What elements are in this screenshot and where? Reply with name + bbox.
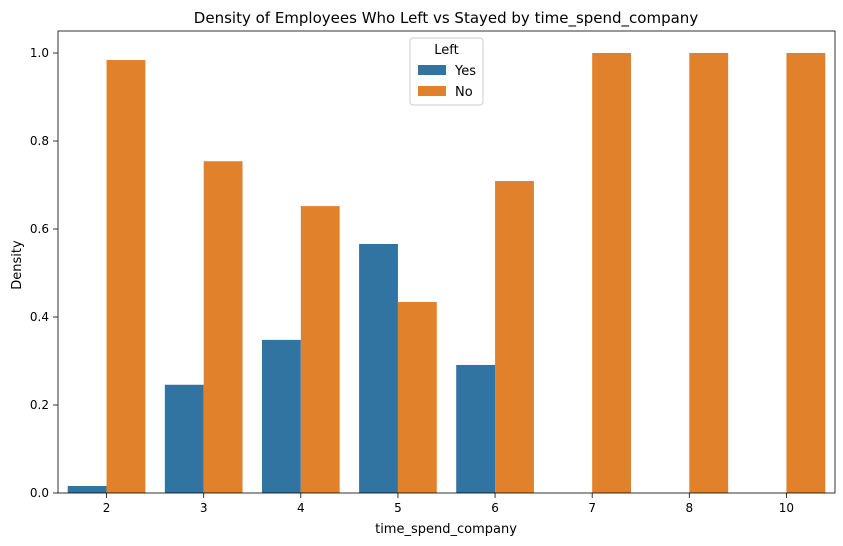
- bar-no-6: [495, 181, 534, 494]
- bar-no-2: [106, 60, 146, 493]
- legend-swatch-yes: [418, 65, 446, 75]
- x-tick-label-7: 7: [588, 501, 596, 515]
- x-tick-label-4: 4: [297, 501, 305, 515]
- x-tick-label-2: 2: [103, 501, 111, 515]
- legend-label-no: No: [455, 85, 473, 100]
- bar-no-3: [203, 161, 243, 494]
- legend-swatch-no: [418, 86, 446, 96]
- chart-title: Density of Employees Who Left vs Stayed …: [194, 9, 699, 28]
- bar-no-10: [786, 53, 826, 493]
- bar-yes-2: [67, 485, 107, 493]
- bar-yes-6: [456, 364, 496, 493]
- x-tick-label-8: 8: [685, 501, 693, 515]
- bar-yes-4: [261, 339, 301, 493]
- x-tick-label-6: 6: [491, 501, 499, 515]
- bar-yes-3: [164, 384, 204, 493]
- x-tick-label-10: 10: [779, 501, 794, 515]
- bar-no-5: [397, 302, 437, 493]
- legend-label-yes: Yes: [454, 64, 476, 79]
- x-axis-ticks: 2 3 4 5 6 7 8 10: [103, 493, 794, 515]
- y-axis-label: Density: [10, 240, 25, 290]
- y-axis-ticks: 0.0 0.2 0.4 0.6 0.8 1.0: [30, 46, 58, 500]
- y-tick-label-0.4: 0.4: [30, 310, 49, 324]
- bar-no-7: [592, 53, 632, 493]
- x-axis-label: time_spend_company: [375, 522, 517, 537]
- bar-yes-5: [359, 243, 398, 493]
- x-tick-label-5: 5: [394, 501, 402, 515]
- y-tick-label-1.0: 1.0: [30, 46, 49, 60]
- y-tick-label-0.8: 0.8: [30, 134, 49, 148]
- y-tick-label-0.2: 0.2: [30, 398, 49, 412]
- y-tick-label-0.6: 0.6: [30, 222, 49, 236]
- plot-frame: [57, 30, 836, 494]
- bar-no-4: [300, 206, 340, 493]
- x-tick-label-3: 3: [200, 501, 208, 515]
- bar-no-8: [689, 53, 729, 493]
- legend-title: Left: [434, 43, 458, 58]
- bars-group: [67, 53, 826, 494]
- legend: Left Yes No: [409, 37, 484, 106]
- y-tick-label-0.0: 0.0: [30, 486, 49, 500]
